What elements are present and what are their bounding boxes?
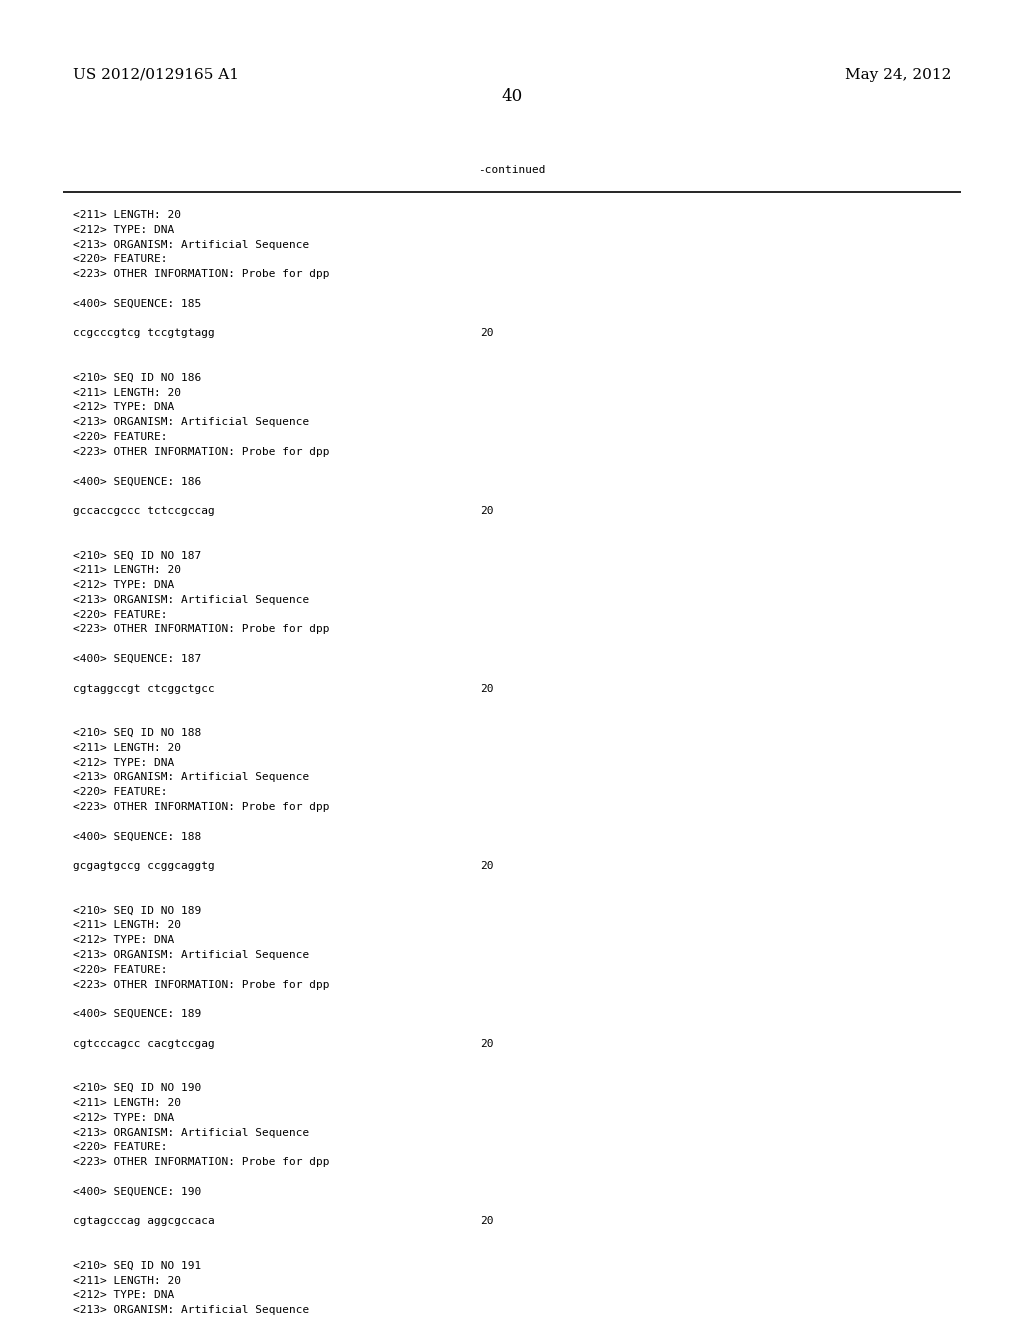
Text: <211> LENGTH: 20: <211> LENGTH: 20 [73, 920, 181, 931]
Text: -continued: -continued [478, 165, 546, 176]
Text: <213> ORGANISM: Artificial Sequence: <213> ORGANISM: Artificial Sequence [73, 950, 309, 960]
Text: ccgcccgtcg tccgtgtagg: ccgcccgtcg tccgtgtagg [73, 329, 215, 338]
Text: <210> SEQ ID NO 186: <210> SEQ ID NO 186 [73, 372, 202, 383]
Text: May 24, 2012: May 24, 2012 [845, 69, 951, 82]
Text: <212> TYPE: DNA: <212> TYPE: DNA [73, 1113, 174, 1123]
Text: <212> TYPE: DNA: <212> TYPE: DNA [73, 579, 174, 590]
Text: <213> ORGANISM: Artificial Sequence: <213> ORGANISM: Artificial Sequence [73, 1127, 309, 1138]
Text: <400> SEQUENCE: 189: <400> SEQUENCE: 189 [73, 1010, 202, 1019]
Text: <211> LENGTH: 20: <211> LENGTH: 20 [73, 743, 181, 752]
Text: <223> OTHER INFORMATION: Probe for dpp: <223> OTHER INFORMATION: Probe for dpp [73, 803, 330, 812]
Text: <211> LENGTH: 20: <211> LENGTH: 20 [73, 1275, 181, 1286]
Text: cgtcccagcc cacgtccgag: cgtcccagcc cacgtccgag [73, 1039, 215, 1049]
Text: 20: 20 [480, 861, 494, 871]
Text: <213> ORGANISM: Artificial Sequence: <213> ORGANISM: Artificial Sequence [73, 417, 309, 428]
Text: <220> FEATURE:: <220> FEATURE: [73, 255, 168, 264]
Text: 20: 20 [480, 1039, 494, 1049]
Text: <211> LENGTH: 20: <211> LENGTH: 20 [73, 210, 181, 220]
Text: <210> SEQ ID NO 188: <210> SEQ ID NO 188 [73, 729, 202, 738]
Text: <211> LENGTH: 20: <211> LENGTH: 20 [73, 1098, 181, 1107]
Text: <210> SEQ ID NO 189: <210> SEQ ID NO 189 [73, 906, 202, 916]
Text: <220> FEATURE:: <220> FEATURE: [73, 965, 168, 974]
Text: <400> SEQUENCE: 190: <400> SEQUENCE: 190 [73, 1187, 202, 1197]
Text: <400> SEQUENCE: 188: <400> SEQUENCE: 188 [73, 832, 202, 842]
Text: <212> TYPE: DNA: <212> TYPE: DNA [73, 224, 174, 235]
Text: <213> ORGANISM: Artificial Sequence: <213> ORGANISM: Artificial Sequence [73, 240, 309, 249]
Text: 20: 20 [480, 1217, 494, 1226]
Text: <212> TYPE: DNA: <212> TYPE: DNA [73, 403, 174, 412]
Text: <400> SEQUENCE: 186: <400> SEQUENCE: 186 [73, 477, 202, 486]
Text: <220> FEATURE:: <220> FEATURE: [73, 787, 168, 797]
Text: <213> ORGANISM: Artificial Sequence: <213> ORGANISM: Artificial Sequence [73, 1305, 309, 1315]
Text: <220> FEATURE:: <220> FEATURE: [73, 610, 168, 619]
Text: <210> SEQ ID NO 187: <210> SEQ ID NO 187 [73, 550, 202, 561]
Text: <211> LENGTH: 20: <211> LENGTH: 20 [73, 388, 181, 397]
Text: gcgagtgccg ccggcaggtg: gcgagtgccg ccggcaggtg [73, 861, 215, 871]
Text: <211> LENGTH: 20: <211> LENGTH: 20 [73, 565, 181, 576]
Text: 20: 20 [480, 506, 494, 516]
Text: <212> TYPE: DNA: <212> TYPE: DNA [73, 1291, 174, 1300]
Text: 20: 20 [480, 684, 494, 693]
Text: 20: 20 [480, 329, 494, 338]
Text: <223> OTHER INFORMATION: Probe for dpp: <223> OTHER INFORMATION: Probe for dpp [73, 446, 330, 457]
Text: US 2012/0129165 A1: US 2012/0129165 A1 [73, 69, 239, 82]
Text: <210> SEQ ID NO 190: <210> SEQ ID NO 190 [73, 1084, 202, 1093]
Text: 40: 40 [502, 88, 522, 106]
Text: <223> OTHER INFORMATION: Probe for dpp: <223> OTHER INFORMATION: Probe for dpp [73, 979, 330, 990]
Text: <213> ORGANISM: Artificial Sequence: <213> ORGANISM: Artificial Sequence [73, 595, 309, 605]
Text: gccaccgccc tctccgccag: gccaccgccc tctccgccag [73, 506, 215, 516]
Text: <210> SEQ ID NO 191: <210> SEQ ID NO 191 [73, 1261, 202, 1271]
Text: <212> TYPE: DNA: <212> TYPE: DNA [73, 935, 174, 945]
Text: <400> SEQUENCE: 187: <400> SEQUENCE: 187 [73, 653, 202, 664]
Text: <223> OTHER INFORMATION: Probe for dpp: <223> OTHER INFORMATION: Probe for dpp [73, 624, 330, 635]
Text: cgtaggccgt ctcggctgcc: cgtaggccgt ctcggctgcc [73, 684, 215, 693]
Text: cgtagcccag aggcgccaca: cgtagcccag aggcgccaca [73, 1217, 215, 1226]
Text: <213> ORGANISM: Artificial Sequence: <213> ORGANISM: Artificial Sequence [73, 772, 309, 783]
Text: <400> SEQUENCE: 185: <400> SEQUENCE: 185 [73, 298, 202, 309]
Text: <220> FEATURE:: <220> FEATURE: [73, 1142, 168, 1152]
Text: <223> OTHER INFORMATION: Probe for dpp: <223> OTHER INFORMATION: Probe for dpp [73, 1158, 330, 1167]
Text: <212> TYPE: DNA: <212> TYPE: DNA [73, 758, 174, 768]
Text: <223> OTHER INFORMATION: Probe for dpp: <223> OTHER INFORMATION: Probe for dpp [73, 269, 330, 280]
Text: <220> FEATURE:: <220> FEATURE: [73, 432, 168, 442]
